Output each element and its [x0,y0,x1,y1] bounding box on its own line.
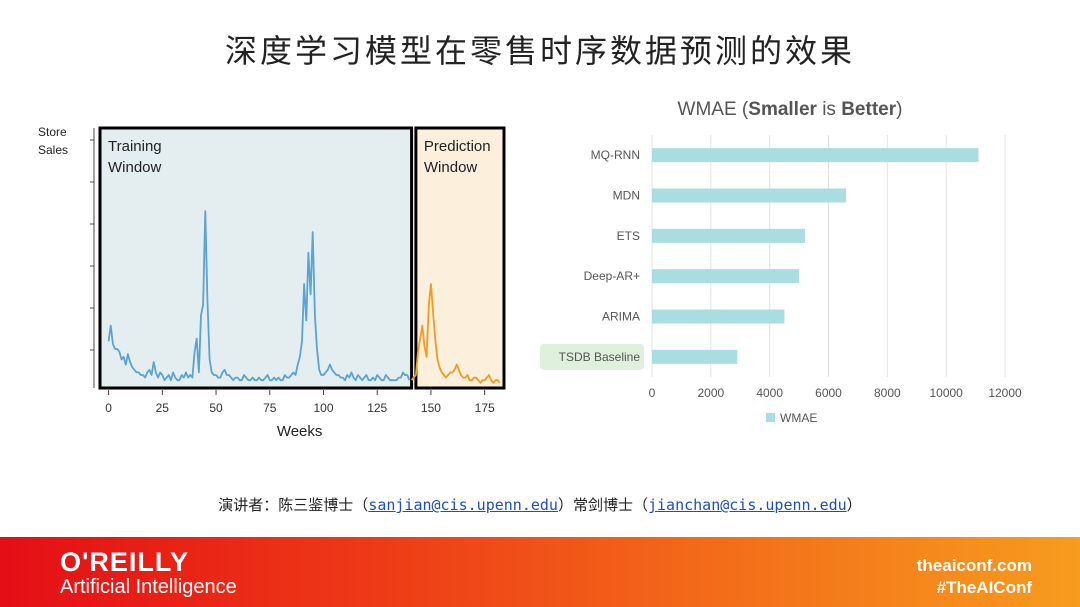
x-tick-label: 25 [156,401,170,415]
training-series-line [107,210,411,382]
category-label: ARIMA [602,310,640,324]
window-label-line-1: Training [108,138,162,155]
x-axis-label: Weeks [277,423,323,440]
title-part: WMAE ( [678,99,749,120]
title-part: Better [841,99,897,120]
bar [652,188,847,203]
x-tick-label: 125 [367,401,387,415]
bar-chart-title: WMAE (Smaller is Better) [678,99,903,120]
brand-logo: O'REILLY [60,547,189,577]
window-label-line-2: Window [424,159,478,176]
legend-swatch [766,413,775,422]
bar [652,228,805,243]
category-label: ETS [617,229,640,243]
category-label: MDN [613,189,640,203]
wmae-bar-chart: WMAE (Smaller is Better) MQ-RNN MDN ETS Deep… [540,99,1022,425]
email-link-2[interactable]: jianchan@cis.upenn.edu [647,496,847,514]
baseline-label-highlight [540,343,644,370]
legend-label: WMAE [780,411,817,425]
title-part: Smaller [748,99,817,120]
credit-prefix: 演讲者：陈三鉴博士（ [218,496,369,514]
window-label-line-2: Window [108,159,162,176]
x-tick-label: 12000 [988,386,1022,400]
brand-subtitle: Artificial Intelligence [60,576,237,598]
x-tick-label: 2000 [697,386,724,400]
slide-title: 深度学习模型在零售时序数据预测的效果 [224,32,855,70]
x-tick-label: 50 [209,401,223,415]
bar [652,349,738,364]
footer-banner: O'REILLY Artificial Intelligence theaico… [0,537,1080,607]
x-tick-label: 4000 [756,386,783,400]
title-part: is [817,99,841,120]
email-link-1[interactable]: sanjian@cis.upenn.edu [368,496,558,514]
x-tick-label: 150 [421,401,441,415]
credit-suffix: ） [846,496,862,514]
speaker-credit: 演讲者：陈三鉴博士（sanjian@cis.upenn.edu）常剑博士（jia… [0,494,1080,515]
x-tick-label: 100 [313,401,333,415]
sales-line-chart: Store Sales Training Window Prediction Window… [38,125,506,440]
site-url[interactable]: theaiconf.com [916,556,1032,575]
bar [652,309,785,324]
x-tick-label: 0 [649,386,656,400]
ylabel-line-1: Store [38,125,67,139]
training-window-box [98,126,414,390]
bar [652,269,800,284]
category-label: TSDB Baseline [559,350,641,364]
x-tick-label: 175 [475,401,495,415]
x-tick-label: 0 [105,401,112,415]
x-tick-label: 10000 [929,386,963,400]
hashtag: #TheAIConf [936,578,1032,597]
prediction-series-line [410,283,501,384]
x-tick-label: 6000 [815,386,842,400]
window-label-line-1: Prediction [424,138,491,155]
x-tick-label: 75 [263,401,277,415]
credit-middle: ）常剑博士（ [557,496,648,514]
prediction-window-box [414,126,506,390]
category-label: MQ-RNN [591,148,640,162]
bar [652,148,979,163]
title-part: ) [896,99,902,120]
ylabel-line-2: Sales [38,143,68,157]
category-label: Deep-AR+ [584,269,640,283]
x-tick-label: 8000 [874,386,901,400]
